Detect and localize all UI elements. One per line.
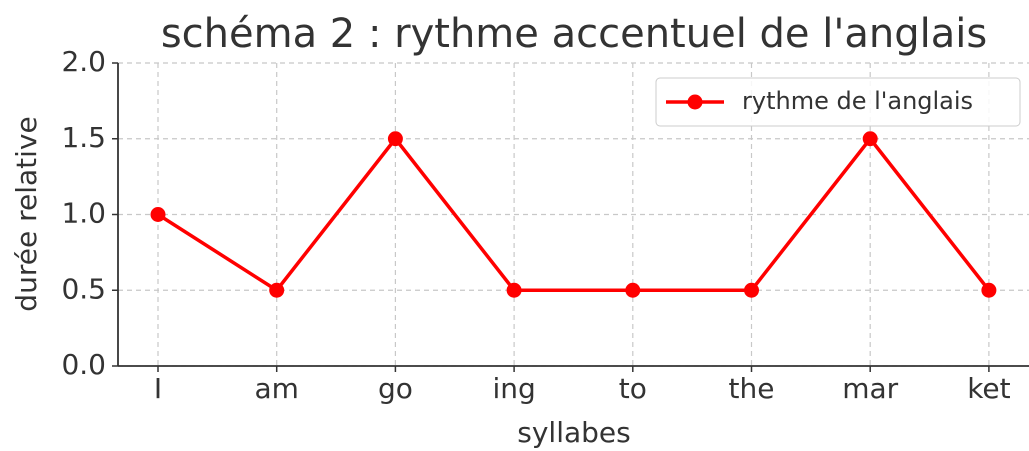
y-tick-label: 1.5 (61, 121, 106, 154)
x-tick-label: to (619, 372, 647, 405)
y-tick-label: 2.0 (61, 45, 106, 78)
data-point (981, 282, 997, 298)
x-tick-label: ket (967, 372, 1010, 405)
y-tick-label: 0.0 (61, 348, 106, 381)
legend-label: rythme de l'anglais (742, 87, 973, 115)
legend-box (655, 77, 1021, 127)
data-point (150, 207, 166, 222)
data-point (625, 282, 641, 298)
data-point (862, 131, 878, 147)
data-line (157, 137, 991, 292)
x-tick-label: I (154, 372, 162, 405)
x-tick-label: ing (492, 372, 535, 405)
data-point (387, 131, 403, 147)
y-tick-label: 0.5 (61, 272, 106, 305)
chart-title: schéma 2 : rythme accentuel de l'anglais (161, 11, 987, 57)
y-axis-label: durée relative (10, 116, 43, 311)
x-tick-label: the (729, 372, 775, 405)
x-tick-label: mar (842, 372, 898, 405)
legend-marker (687, 94, 703, 110)
x-tick-label: go (378, 372, 413, 405)
data-point (506, 282, 522, 298)
x-axis-label: syllabes (517, 416, 630, 449)
x-tick-label: am (254, 372, 298, 405)
data-point (744, 282, 759, 298)
y-tick-label: 1.0 (61, 197, 106, 230)
data-point (269, 282, 285, 298)
